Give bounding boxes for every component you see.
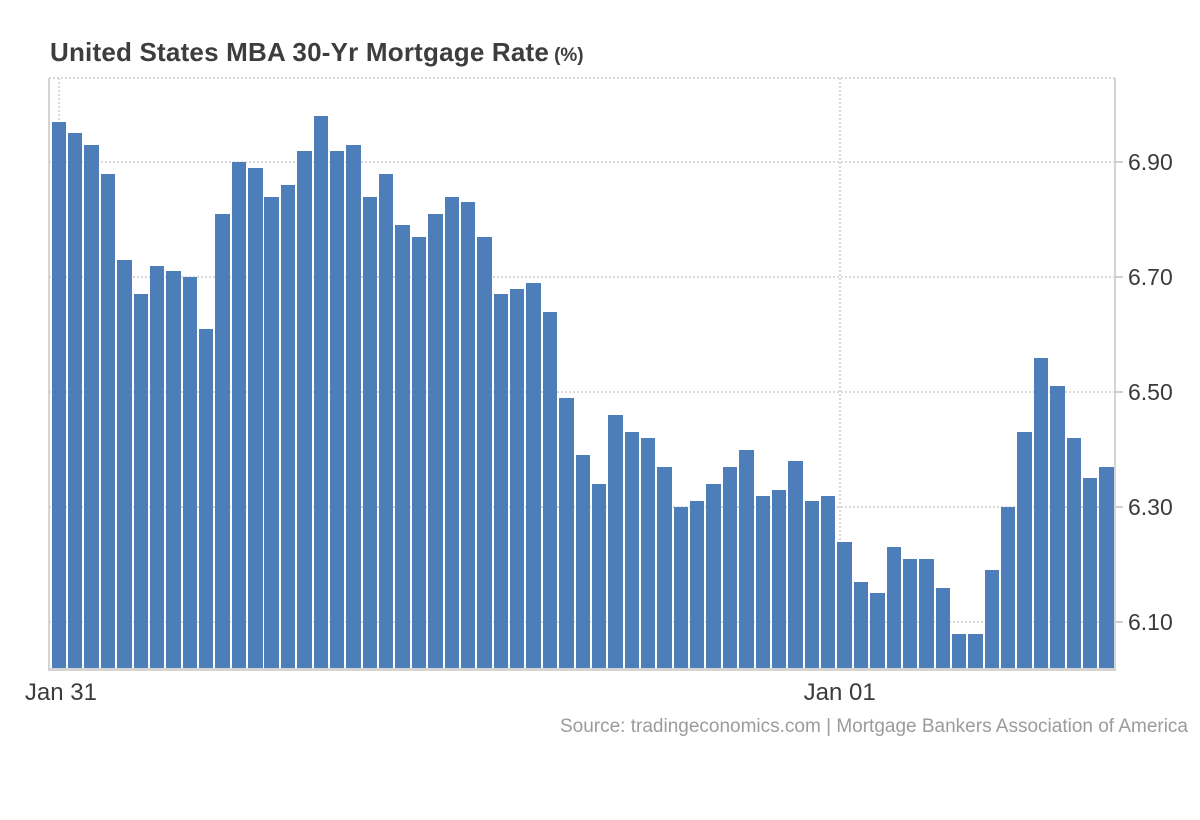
bar[interactable]: [362, 196, 378, 668]
y-tick-mark: [1115, 621, 1123, 623]
bar[interactable]: [379, 173, 394, 668]
bar[interactable]: [1050, 386, 1065, 668]
bar[interactable]: [1017, 432, 1032, 668]
bar[interactable]: [510, 288, 525, 668]
bar[interactable]: [280, 185, 296, 668]
bar[interactable]: [968, 633, 983, 668]
bar[interactable]: [313, 116, 328, 668]
bar[interactable]: [84, 144, 99, 668]
y-tick-mark: [1115, 161, 1123, 163]
bar[interactable]: [133, 294, 148, 668]
y-gridline: [49, 391, 1115, 393]
bar[interactable]: [199, 328, 214, 668]
y-tick-mark: [1115, 276, 1123, 278]
bar[interactable]: [264, 196, 279, 668]
bar[interactable]: [804, 501, 820, 668]
y-axis-label: 6.50: [1128, 379, 1173, 405]
bar[interactable]: [919, 558, 934, 668]
bar[interactable]: [215, 213, 230, 668]
source-attribution[interactable]: Source: tradingeconomics.com | Mortgage …: [559, 716, 1188, 737]
bar[interactable]: [329, 150, 345, 668]
bar[interactable]: [231, 162, 247, 668]
y-tick-mark: [1115, 506, 1123, 508]
x-axis-line: [48, 668, 1116, 671]
bar[interactable]: [297, 150, 312, 668]
y-gridline: [49, 276, 1115, 278]
bar[interactable]: [182, 277, 198, 668]
bar[interactable]: [1001, 507, 1016, 668]
x-axis-label: Jan 31: [24, 679, 97, 706]
bar[interactable]: [657, 466, 672, 668]
bar[interactable]: [706, 484, 721, 668]
bar[interactable]: [755, 495, 770, 668]
chart-title-row: United States MBA 30-Yr Mortgage Rate (%): [50, 37, 584, 68]
bar[interactable]: [444, 196, 459, 668]
bar[interactable]: [68, 133, 83, 668]
bar[interactable]: [149, 265, 165, 668]
plot-border-top: [49, 77, 1115, 79]
chart-title-unit: (%): [554, 45, 584, 66]
bar[interactable]: [248, 167, 263, 668]
bar[interactable]: [51, 121, 67, 668]
y-tick-mark: [1115, 391, 1123, 393]
bar[interactable]: [624, 432, 639, 668]
bar[interactable]: [411, 236, 427, 668]
bar[interactable]: [984, 570, 1000, 668]
bar[interactable]: [1033, 357, 1049, 668]
bar[interactable]: [166, 271, 181, 668]
bar[interactable]: [395, 225, 410, 668]
bar[interactable]: [1099, 466, 1114, 668]
plot-border-left: [48, 78, 50, 668]
bar[interactable]: [542, 311, 558, 668]
bar[interactable]: [608, 415, 623, 668]
bar[interactable]: [935, 587, 951, 668]
y-axis-label: 6.70: [1128, 264, 1173, 290]
bar[interactable]: [951, 633, 967, 668]
y-axis-label: 6.30: [1128, 494, 1173, 520]
bar[interactable]: [788, 461, 803, 668]
bar[interactable]: [739, 449, 754, 668]
bar[interactable]: [640, 438, 656, 668]
y-axis-label: 6.10: [1128, 609, 1173, 635]
bar[interactable]: [575, 455, 590, 668]
bar[interactable]: [690, 501, 705, 668]
bar[interactable]: [1082, 478, 1098, 668]
bar[interactable]: [902, 558, 918, 668]
bar[interactable]: [771, 489, 787, 668]
bar[interactable]: [100, 173, 116, 668]
bar[interactable]: [853, 581, 869, 668]
bar[interactable]: [591, 484, 607, 668]
x-gridline: [838, 78, 841, 668]
bar[interactable]: [477, 236, 492, 668]
bar[interactable]: [460, 202, 476, 668]
x-axis-label: Jan 01: [803, 679, 876, 706]
y-gridline: [49, 161, 1115, 163]
bar[interactable]: [870, 593, 885, 668]
chart-title: United States MBA 30-Yr Mortgage Rate: [50, 37, 550, 67]
bar[interactable]: [821, 495, 836, 668]
bar[interactable]: [837, 541, 852, 668]
bar[interactable]: [117, 259, 132, 668]
bar[interactable]: [493, 294, 509, 668]
plot-border-right: [1114, 78, 1116, 668]
bar[interactable]: [1066, 438, 1081, 668]
bar[interactable]: [526, 282, 541, 668]
bar[interactable]: [428, 213, 443, 668]
bar[interactable]: [673, 507, 689, 668]
bar[interactable]: [559, 397, 574, 668]
bar[interactable]: [722, 466, 738, 668]
y-axis-label: 6.90: [1128, 149, 1173, 175]
bar[interactable]: [886, 547, 901, 668]
bar[interactable]: [346, 144, 361, 668]
